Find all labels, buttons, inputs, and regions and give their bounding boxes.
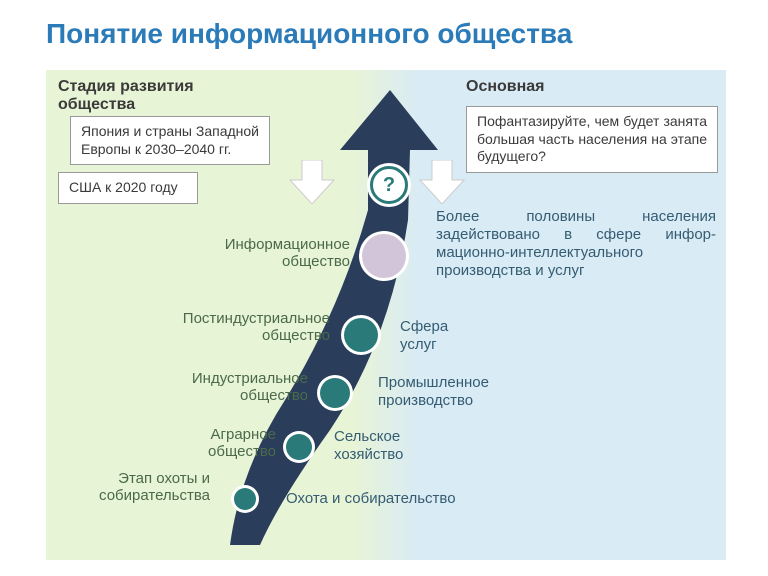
down-arrow-icon (288, 160, 336, 204)
node-industrial (320, 378, 350, 408)
page-title: Понятие информационного общества (46, 18, 572, 50)
node-information (362, 234, 406, 278)
stage-label-industrial: Индустриальное общество (186, 370, 308, 405)
callout-future: Пофантазируйте, чем будет занята большая… (466, 106, 718, 173)
node-future-question: ? (370, 166, 408, 204)
stage-label-agrarian: Аграрное общество (194, 426, 276, 461)
down-arrow-icon (418, 160, 466, 204)
stage-label-hunter-gatherer: Этап охоты и собирательства (60, 470, 210, 505)
node-postindustrial (344, 318, 378, 352)
occupation-hunter-gatherer: Охота и собирательство (286, 490, 466, 508)
occupation-industrial: Промышленное производство (378, 374, 558, 410)
right-column-header: Основная (466, 78, 545, 96)
node-agrarian (286, 434, 312, 460)
stage-label-postindustrial: Постиндустриальное общество (160, 310, 330, 345)
occupation-information: Более половины населения задействовано в… (436, 208, 716, 280)
callout-usa: США к 2020 году (58, 172, 198, 204)
occupation-postindustrial: Сфера услуг (400, 318, 480, 354)
stage-label-information: Информационное общество (200, 236, 350, 271)
occupation-agrarian: Сельское хозяйство (334, 428, 454, 464)
callout-japan-europe: Япония и страны Западной Европы к 2030–2… (70, 116, 270, 165)
node-hunter-gatherer (234, 488, 256, 510)
